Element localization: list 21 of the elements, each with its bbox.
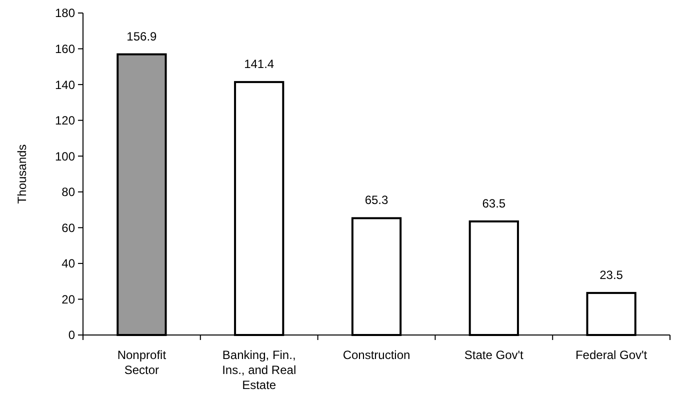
x-tick-label: State Gov't [464,348,524,362]
x-tick-label: Federal Gov't [575,348,648,362]
y-tick-label: 40 [62,256,76,271]
data-label: 156.9 [126,29,158,44]
x-tick-label: Nonprofit Sector [117,348,167,377]
y-tick-label: 0 [68,328,76,342]
data-label: 63.5 [482,196,506,210]
y-tick-label: 20 [62,292,76,306]
y-axis-title: Thousands [15,144,29,204]
y-tick-label: 120 [54,114,76,128]
data-label: 65.3 [364,193,388,208]
x-tick-label: Construction [342,348,410,362]
x-tick-label: Banking, Fin., Ins., and Real Estate [222,348,296,392]
y-tick-label: 80 [62,185,76,200]
y-tick-label: 160 [54,42,76,56]
y-tick-label: 60 [62,220,76,235]
data-label: 141.4 [244,57,274,72]
data-label: 23.5 [600,268,624,282]
y-tick-label: 140 [54,78,76,92]
y-tick-label: 100 [54,149,76,164]
y-tick-label: 180 [54,6,76,20]
